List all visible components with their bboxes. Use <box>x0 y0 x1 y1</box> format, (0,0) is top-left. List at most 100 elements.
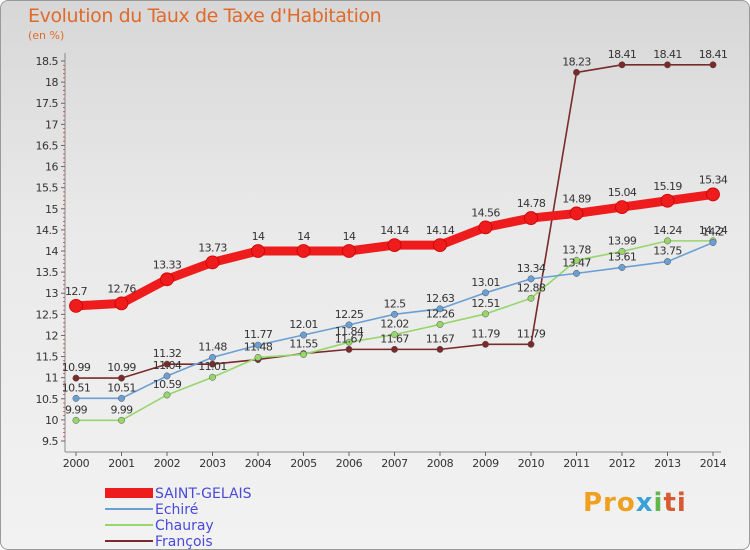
data-label: 11.67 <box>380 332 409 345</box>
data-point <box>345 345 353 353</box>
x-tick-label: 2006 <box>336 457 363 470</box>
y-tick-label: 17 <box>45 118 58 131</box>
data-label: 11.04 <box>153 359 182 372</box>
data-label: 14.14 <box>426 224 455 237</box>
data-point <box>573 269 580 277</box>
data-label: 13.73 <box>198 241 227 254</box>
data-label: 14 <box>252 230 265 243</box>
data-label: 11.67 <box>335 332 364 345</box>
data-label: 12.76 <box>107 282 136 295</box>
chart-title: Evolution du Taux de Taxe d'Habitation <box>28 5 382 27</box>
data-label: 11.55 <box>289 337 318 350</box>
data-point <box>251 244 265 258</box>
data-point <box>69 298 83 313</box>
y-tick-label: 11.5 <box>36 351 59 364</box>
data-label: 12.88 <box>517 281 546 294</box>
y-tick-label: 15 <box>45 203 58 216</box>
data-label: 14.56 <box>471 206 500 219</box>
data-point <box>436 345 444 353</box>
proxiti-logo: Proxiti <box>583 488 687 518</box>
data-point <box>709 61 717 69</box>
data-label: 14 <box>343 230 356 243</box>
data-point <box>209 373 216 381</box>
data-point <box>254 353 262 361</box>
data-label: 11.01 <box>198 360 227 373</box>
data-label: 12.63 <box>426 292 455 305</box>
data-point <box>573 68 580 76</box>
y-tick-label: 11 <box>45 372 58 385</box>
data-point <box>163 372 171 380</box>
x-tick-label: 2012 <box>609 457 635 470</box>
data-label: 13.78 <box>562 243 591 256</box>
y-tick-label: 10 <box>45 414 58 427</box>
y-tick-label: 16 <box>45 161 58 174</box>
data-label: 13.47 <box>562 256 591 269</box>
data-label: 13.75 <box>653 245 682 258</box>
y-tick-label: 13 <box>45 287 58 300</box>
data-point <box>482 310 489 318</box>
x-tick-label: 2007 <box>381 457 408 470</box>
data-label: 11.48 <box>244 340 273 353</box>
data-label: 10.99 <box>62 361 91 374</box>
data-point <box>709 239 717 247</box>
data-point <box>163 360 171 368</box>
data-label: 14.2 <box>702 226 724 239</box>
data-label: 10.51 <box>62 381 91 394</box>
data-label: 10.51 <box>107 381 136 394</box>
data-point <box>573 256 580 264</box>
series-line <box>75 63 714 379</box>
data-label: 10.59 <box>153 378 182 391</box>
x-tick-label: 2001 <box>108 457 134 470</box>
x-tick-label: 2014 <box>700 457 727 470</box>
x-tick-label: 2010 <box>518 457 545 470</box>
data-label: 12.5 <box>383 297 406 310</box>
data-label: 14.14 <box>380 224 409 237</box>
x-tick-label: 2011 <box>563 457 589 470</box>
y-tick-label: 14.5 <box>36 224 59 237</box>
data-point <box>209 360 216 368</box>
data-point <box>118 374 125 382</box>
x-tick-label: 2003 <box>199 457 226 470</box>
data-label: 11.84 <box>335 325 364 338</box>
data-label: 13.99 <box>608 234 637 247</box>
data-label: 11.77 <box>244 328 273 341</box>
x-tick-label: 2004 <box>245 457 272 470</box>
data-point <box>482 289 489 297</box>
data-point <box>209 353 216 361</box>
data-label: 11.79 <box>471 327 500 340</box>
data-point <box>664 258 671 266</box>
data-point <box>205 255 220 270</box>
x-tick-label: 2009 <box>472 457 499 470</box>
data-point <box>524 211 538 225</box>
data-point <box>345 321 353 329</box>
data-label: 12.25 <box>335 308 364 321</box>
y-tick-label: 14 <box>45 245 58 258</box>
data-point <box>118 416 125 424</box>
chart-unit: (en %) <box>28 29 65 42</box>
legend-label: SAINT-GELAIS <box>155 486 252 502</box>
data-label: 12.26 <box>426 307 455 320</box>
data-label: 12.01 <box>289 318 318 331</box>
data-label: 11.48 <box>198 340 227 353</box>
data-point <box>254 341 262 349</box>
data-label: 18.23 <box>562 55 591 68</box>
data-label: 14.78 <box>517 197 546 210</box>
data-point <box>72 394 80 402</box>
data-label: 15.34 <box>699 173 728 186</box>
data-label: 9.99 <box>110 403 133 416</box>
data-point <box>664 61 671 69</box>
data-point <box>569 206 584 221</box>
x-tick-label: 2005 <box>290 457 317 470</box>
data-label: 13.61 <box>608 250 637 263</box>
data-point <box>436 305 444 313</box>
legend-label: François <box>155 534 213 549</box>
data-label: 10.99 <box>107 361 136 374</box>
data-label: 14 <box>297 230 310 243</box>
data-point <box>345 338 353 346</box>
data-label: 12.7 <box>65 285 88 298</box>
data-point <box>706 187 720 202</box>
data-point <box>664 237 671 245</box>
data-point <box>527 340 535 348</box>
data-point <box>296 244 311 258</box>
